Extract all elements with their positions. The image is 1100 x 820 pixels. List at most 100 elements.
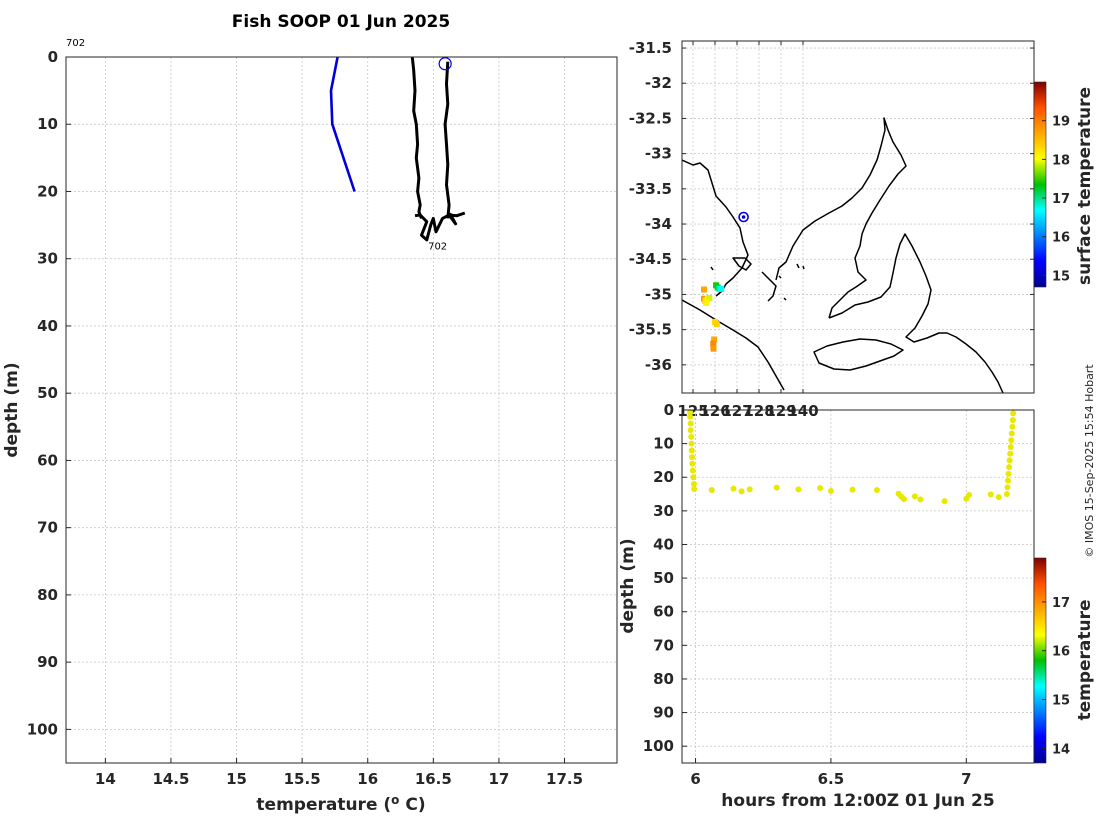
section-point <box>690 474 697 481</box>
coast-islets <box>710 263 805 301</box>
profile-x-tick-label: 16.5 <box>415 770 452 788</box>
section-y-tick-label: 30 <box>653 502 674 520</box>
section-colorbar <box>1033 557 1047 764</box>
section-point <box>987 491 994 498</box>
profile-panel: 14 14.5 15 15.5 16 16.5 17 17.5 0 10 20 30 40 50 60 70 8… <box>2 38 618 815</box>
coast-gulf-west <box>732 257 777 302</box>
section-colorbar-label: temperature <box>1075 599 1095 720</box>
profile-start-marker <box>438 57 452 71</box>
section-y-tick-label: 20 <box>653 468 674 486</box>
profile-line-up-cast <box>443 61 451 219</box>
section-point <box>1005 470 1012 477</box>
section-point <box>917 496 924 503</box>
section-point <box>730 485 737 492</box>
map-point <box>718 285 725 292</box>
section-point <box>1008 430 1015 437</box>
profile-x-tick-label: 15.5 <box>284 770 321 788</box>
section-point <box>689 454 696 461</box>
profile-series <box>329 57 466 242</box>
map-frame <box>681 40 1035 394</box>
map-points <box>701 282 725 352</box>
profile-end-label: 702 <box>428 242 447 253</box>
coast-west <box>682 159 749 297</box>
map-colorbar-tick-label: 18 <box>1052 153 1070 168</box>
section-y-tick-label: 100 <box>643 737 674 755</box>
profile-y-tick-label: 0 <box>48 48 58 66</box>
profile-y-tick-label: 20 <box>37 182 58 200</box>
section-y-tick-label: 10 <box>653 435 674 453</box>
map-y-tick-label: -33 <box>645 145 672 163</box>
coast-gulf-east <box>775 117 907 319</box>
profile-ticks: 14 14.5 15 15.5 16 16.5 17 17.5 0 10 20 30 40 50 60 70 8… <box>27 48 583 788</box>
section-x-tick-label: 6 <box>690 770 700 788</box>
section-point <box>687 410 694 416</box>
section-point <box>1003 491 1010 498</box>
section-colorbar-tick-label: 17 <box>1052 596 1070 611</box>
map-x-tick-label: 129 <box>765 402 796 420</box>
profile-y-axis-label: depth (m) <box>2 362 22 457</box>
profile-y-tick-label: 30 <box>37 250 58 268</box>
section-x-tick-label: 6.5 <box>818 770 845 788</box>
profile-line-down-cast <box>410 57 423 219</box>
profile-y-tick-label: 100 <box>27 720 58 738</box>
profile-top-label: 702 <box>66 38 85 49</box>
profile-grid <box>66 56 617 763</box>
map-y-tick-label: -32 <box>645 74 672 92</box>
section-grid <box>682 409 1034 763</box>
map-x-tick-label: 127 <box>721 402 752 420</box>
profile-x-tick-label: 15 <box>226 770 247 788</box>
map-colorbar-tick-label: 17 <box>1052 192 1070 207</box>
profile-y-tick-label: 70 <box>37 519 58 537</box>
section-y-tick-label: 0 <box>664 401 674 419</box>
profile-x-tick-label: 14 <box>95 770 116 788</box>
profile-frame <box>65 56 618 764</box>
map-y-tick-label: -35 <box>645 285 672 303</box>
map-x-tick-label: 125 <box>677 402 708 420</box>
section-point <box>687 427 694 434</box>
profile-y-tick-label: 40 <box>37 317 58 335</box>
map-point <box>710 340 717 347</box>
section-point <box>1009 417 1016 424</box>
section-colorbar-tick-label: 14 <box>1052 742 1070 757</box>
map-colorbar-tick-label: 16 <box>1052 231 1070 246</box>
map-colorbar-tick-label: 15 <box>1052 269 1070 284</box>
map-colorbar-label: surface temperature <box>1075 87 1095 285</box>
section-point <box>901 496 908 503</box>
map-point <box>711 336 718 343</box>
coast-island <box>813 338 904 371</box>
section-colorbar-tick-label: 16 <box>1052 645 1070 660</box>
section-point <box>995 494 1002 501</box>
map-colorbar-ticks: 15 16 17 18 19 <box>1042 115 1070 284</box>
section-y-tick-label: 60 <box>653 603 674 621</box>
map-coastline <box>682 117 1004 393</box>
section-colorbar-ticks: 14 15 16 17 <box>1042 596 1070 757</box>
section-frame <box>681 409 1035 764</box>
profile-x-tick-label: 16 <box>357 770 378 788</box>
section-x-tick-label: 7 <box>961 770 971 788</box>
section-y-axis-label: depth (m) <box>618 538 638 633</box>
section-point <box>1009 423 1016 430</box>
coast-east <box>828 233 1004 393</box>
section-point <box>1005 477 1012 484</box>
section-point <box>827 488 834 495</box>
map-point <box>706 294 713 301</box>
section-point <box>1006 464 1013 471</box>
map-y-tick-label: -33.5 <box>629 180 672 198</box>
section-point <box>688 447 695 454</box>
section-y-tick-label: 40 <box>653 535 674 553</box>
map-point <box>703 299 710 306</box>
profile-x-tick-label: 17 <box>488 770 509 788</box>
section-point <box>1006 457 1013 464</box>
map-marker-dot <box>741 215 746 219</box>
profile-y-tick-label: 10 <box>37 115 58 133</box>
section-point <box>691 486 698 493</box>
section-point <box>1010 410 1017 417</box>
map-x-tick-label: 126 <box>699 402 730 420</box>
profile-x-tick-label: 14.5 <box>152 770 189 788</box>
profile-line-bottom <box>414 211 466 242</box>
profile-y-tick-label: 50 <box>37 384 58 402</box>
map-colorbar-tick-label: 19 <box>1052 115 1070 130</box>
map-x-tick-label: 128 <box>743 402 774 420</box>
